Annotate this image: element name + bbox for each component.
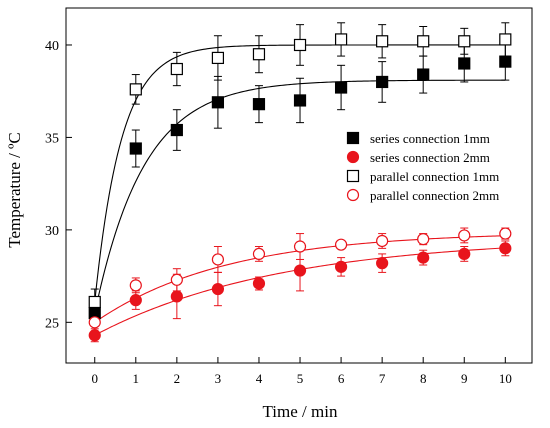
- data-point: [129, 83, 142, 96]
- data-point: [499, 227, 512, 240]
- data-point: [499, 242, 512, 255]
- data-point: [417, 251, 430, 264]
- y-tick-label: 40: [45, 39, 59, 54]
- legend-marker: [346, 169, 360, 183]
- data-point: [211, 51, 225, 65]
- legend: series connection 1mm series connection 2…: [346, 131, 499, 203]
- y-axis: 25 30 35 40: [45, 39, 72, 331]
- data-point: [458, 57, 471, 70]
- x-tick-label: 0: [91, 371, 98, 386]
- legend-label: parallel connection 2mm: [370, 188, 499, 203]
- data-point: [376, 75, 389, 89]
- y-tick-label: 25: [45, 316, 59, 331]
- data-point: [334, 260, 348, 273]
- data-point: [293, 94, 307, 107]
- x-tick-label: 5: [297, 371, 304, 386]
- data-point: [334, 81, 348, 94]
- data-markers: [88, 33, 512, 342]
- data-point: [458, 247, 471, 261]
- data-point: [376, 257, 389, 270]
- data-point: [129, 142, 142, 155]
- data-point: [252, 48, 266, 61]
- x-tick-label: 1: [133, 371, 140, 386]
- legend-marker: [346, 188, 360, 202]
- x-tick-label: 6: [338, 371, 345, 386]
- data-point: [211, 282, 225, 296]
- data-point: [252, 98, 266, 111]
- data-point: [293, 240, 307, 253]
- legend-label: series connection 2mm: [370, 150, 490, 165]
- data-point: [170, 290, 183, 303]
- data-point: [334, 33, 348, 46]
- x-tick-label: 9: [461, 371, 468, 386]
- x-axis-label: Time / min: [263, 402, 338, 421]
- legend-marker: [346, 150, 360, 164]
- data-point: [211, 253, 225, 266]
- data-point: [88, 295, 101, 309]
- data-point: [417, 233, 430, 246]
- data-point: [252, 247, 266, 261]
- data-point: [499, 33, 512, 46]
- data-point: [211, 96, 225, 109]
- legend-label: series connection 1mm: [370, 131, 490, 146]
- x-tick-label: 10: [499, 371, 512, 386]
- y-tick-label: 35: [45, 131, 59, 146]
- plot-frame: [65, 7, 533, 364]
- y-tick-label: 30: [45, 224, 59, 239]
- data-point: [88, 329, 101, 342]
- data-point: [417, 35, 430, 48]
- data-point: [334, 238, 348, 251]
- legend-label: parallel connection 1mm: [370, 169, 499, 184]
- data-point: [170, 62, 183, 76]
- x-axis: 0 1 2 3 4 5 6 7 8 9 10: [91, 357, 512, 386]
- data-point: [293, 264, 307, 277]
- data-point: [293, 38, 307, 52]
- data-point: [499, 55, 512, 68]
- data-point: [252, 277, 266, 290]
- x-tick-label: 4: [256, 371, 263, 386]
- data-point: [376, 35, 389, 48]
- data-point: [417, 68, 430, 81]
- data-point: [458, 229, 471, 242]
- data-point: [129, 294, 142, 307]
- data-point: [129, 279, 142, 292]
- data-point: [88, 316, 101, 329]
- x-tick-label: 2: [174, 371, 181, 386]
- data-point: [376, 234, 389, 248]
- x-tick-label: 7: [379, 371, 386, 386]
- data-point: [170, 273, 183, 286]
- data-point: [458, 35, 471, 48]
- x-tick-label: 8: [420, 371, 427, 386]
- y-axis-label: Temperature / ºC: [5, 132, 24, 247]
- data-point: [170, 123, 183, 137]
- x-tick-label: 3: [215, 371, 222, 386]
- legend-marker: [346, 131, 360, 145]
